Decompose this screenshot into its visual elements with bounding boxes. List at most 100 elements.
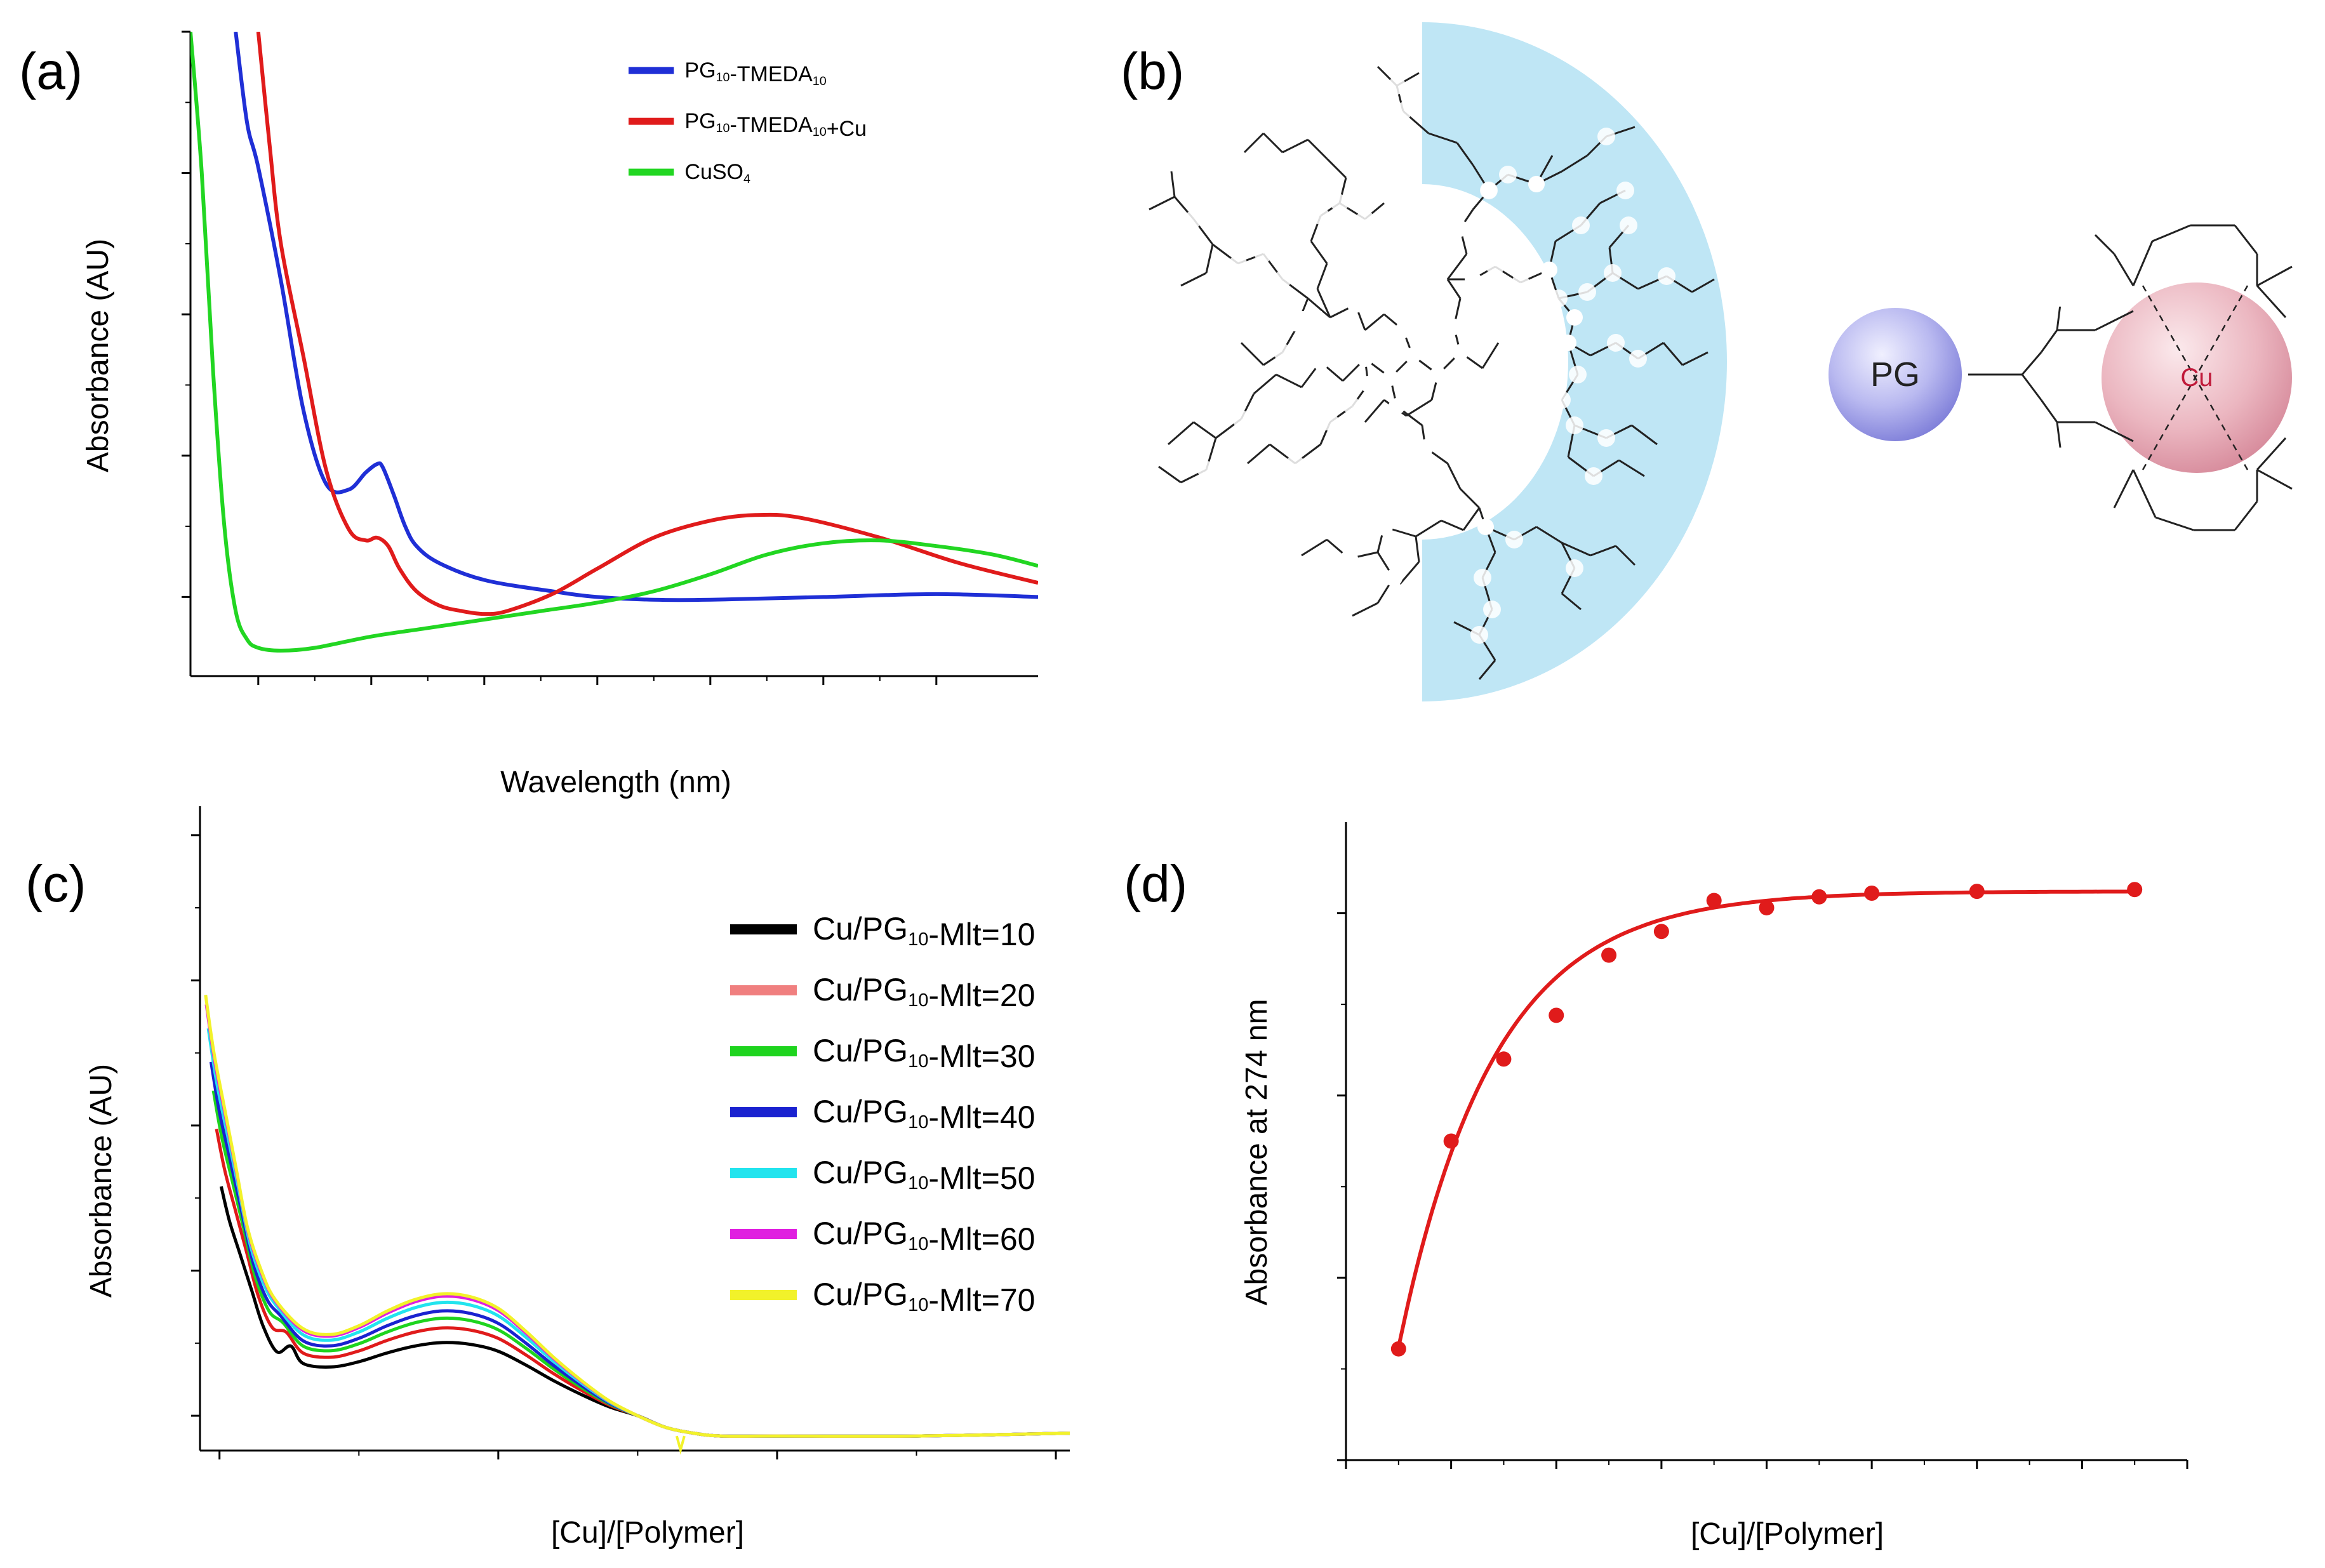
dendrimer-bond — [1307, 297, 1331, 319]
legend-tail: -Mlt=50 — [928, 1160, 1035, 1196]
series-line-1 — [256, 32, 1038, 616]
legend-tail: -Mlt=30 — [928, 1039, 1035, 1074]
series-line-0 — [234, 32, 1038, 602]
fit-curve — [1396, 889, 2135, 1348]
atom-n-bg — [1483, 601, 1501, 618]
panel-d-chart: (d) [Cu]/[Polymer] Absorbance at 274 nm — [1124, 822, 2188, 1551]
dendrimer-bond — [1478, 660, 1496, 680]
complex-bond — [2113, 469, 2135, 508]
complex-bond — [2094, 234, 2115, 255]
series-line-6 — [204, 994, 1070, 1438]
legend-sub1: 10 — [908, 1295, 928, 1315]
legend-base: Cu/PG — [813, 1094, 908, 1129]
data-point — [1601, 947, 1617, 963]
data-point — [1653, 924, 1669, 940]
dendrimer-bond — [1428, 132, 1458, 144]
data-point — [1496, 1051, 1512, 1067]
legend-c-4-text: Cu/PG10-Mlt=50 — [813, 1155, 1035, 1196]
dendrimer-bond — [1399, 561, 1420, 585]
dendrimer-bond — [1170, 171, 1176, 197]
dendrimer-bond — [1307, 138, 1328, 160]
panel-c-series — [204, 994, 1070, 1455]
panel-a-xlabel: Wavelength (nm) — [500, 766, 731, 799]
dendrimer-bond — [1462, 507, 1481, 531]
legend-c-6-text: Cu/PG10-Mlt=70 — [813, 1277, 1035, 1318]
data-point — [1443, 1133, 1459, 1149]
complex-bond — [2040, 399, 2058, 423]
dendrimer-bond — [1326, 157, 1347, 179]
complex-bond — [2040, 329, 2058, 353]
atom-o-bg — [1404, 347, 1421, 364]
atom-ho-bg — [1404, 205, 1447, 225]
dendrimer-bond — [1481, 342, 1500, 369]
legend-sub1: 10 — [908, 1173, 928, 1193]
dendrimer-bond — [1316, 288, 1331, 318]
atom-n-bg — [1566, 416, 1583, 434]
atom-n-bg — [1578, 283, 1596, 301]
dendrimer-bond — [1536, 526, 1562, 544]
data-point — [1706, 893, 1722, 908]
pg-sphere — [1829, 308, 1962, 441]
dendrimer-bond — [1459, 488, 1481, 509]
atom-o-bg — [1477, 519, 1494, 535]
dendrimer-bond — [1180, 272, 1207, 287]
atom-n-bg — [1356, 210, 1374, 228]
complex-bond — [2234, 501, 2258, 531]
dendrimer-bond — [1168, 421, 1194, 446]
data-point — [2127, 882, 2143, 898]
complex-ho-bg — [2039, 285, 2082, 307]
dendrimer-bond — [1364, 313, 1385, 331]
panel-d-label: (d) — [1124, 855, 1187, 913]
atom-n-bg — [1604, 264, 1622, 282]
atom-n-bg — [1566, 559, 1583, 577]
legend-c-2-text: Cu/PG10-Mlt=30 — [813, 1033, 1035, 1074]
legend-base: Cu/PG — [813, 1216, 908, 1251]
atom-o-bg — [1566, 309, 1583, 326]
atom-n-bg — [1340, 550, 1358, 568]
data-point — [1969, 884, 1985, 900]
atom-n-bg — [1499, 166, 1517, 183]
series-line-2 — [211, 1090, 1070, 1438]
dendrimer-bond — [1406, 399, 1432, 417]
complex-bond — [2256, 284, 2287, 319]
atom-n-bg — [1658, 267, 1675, 285]
dendrimer-bond — [1240, 342, 1265, 366]
atom-o-bg — [1446, 319, 1462, 335]
data-point — [1864, 885, 1880, 901]
legend-base: CuSO — [684, 160, 743, 184]
atom-n-bg — [1512, 274, 1529, 291]
legend-mid: -TMEDA — [729, 62, 813, 86]
dendrimer-bond — [1149, 196, 1175, 211]
dendrimer-bond — [1456, 142, 1474, 166]
atom-n-bg — [1553, 391, 1571, 409]
cu-center-label: Cu — [2180, 364, 2213, 392]
atom-n-bg — [1597, 128, 1615, 145]
dendrimer-bond — [1631, 424, 1658, 446]
legend-base: PG — [684, 109, 716, 133]
legend-c-0-text: Cu/PG10-Mlt=10 — [813, 911, 1035, 952]
dendrimer-bond — [1276, 373, 1302, 389]
atom-o-bg — [1452, 344, 1469, 361]
dendrimer-bond — [1352, 602, 1378, 617]
atom-n-bg — [1232, 410, 1250, 428]
legend-sub1: 10 — [908, 1112, 928, 1133]
legend-sub1: 10 — [908, 1234, 928, 1254]
legend-tail: -Mlt=10 — [928, 917, 1035, 952]
legend-sub1: 10 — [716, 70, 730, 84]
atom-n-bg — [1629, 350, 1647, 368]
atom-o-bg — [1528, 176, 1545, 192]
atom-n-bg — [1385, 569, 1402, 587]
dendrimer-bond — [1662, 342, 1684, 366]
complex-bond — [2132, 469, 2157, 518]
complex-bond — [2021, 352, 2042, 375]
dendrimer-bond — [1282, 138, 1309, 154]
atom-n-bg — [1572, 216, 1590, 234]
atom-n-bg — [1550, 289, 1568, 307]
complex-ho-bg — [2039, 456, 2082, 478]
legend-sub1: 4 — [743, 172, 750, 186]
atom-n-bg — [1321, 413, 1339, 431]
atom-n-bg — [1616, 182, 1634, 199]
complex-bond — [2132, 241, 2154, 286]
complex-bond — [2155, 516, 2194, 531]
